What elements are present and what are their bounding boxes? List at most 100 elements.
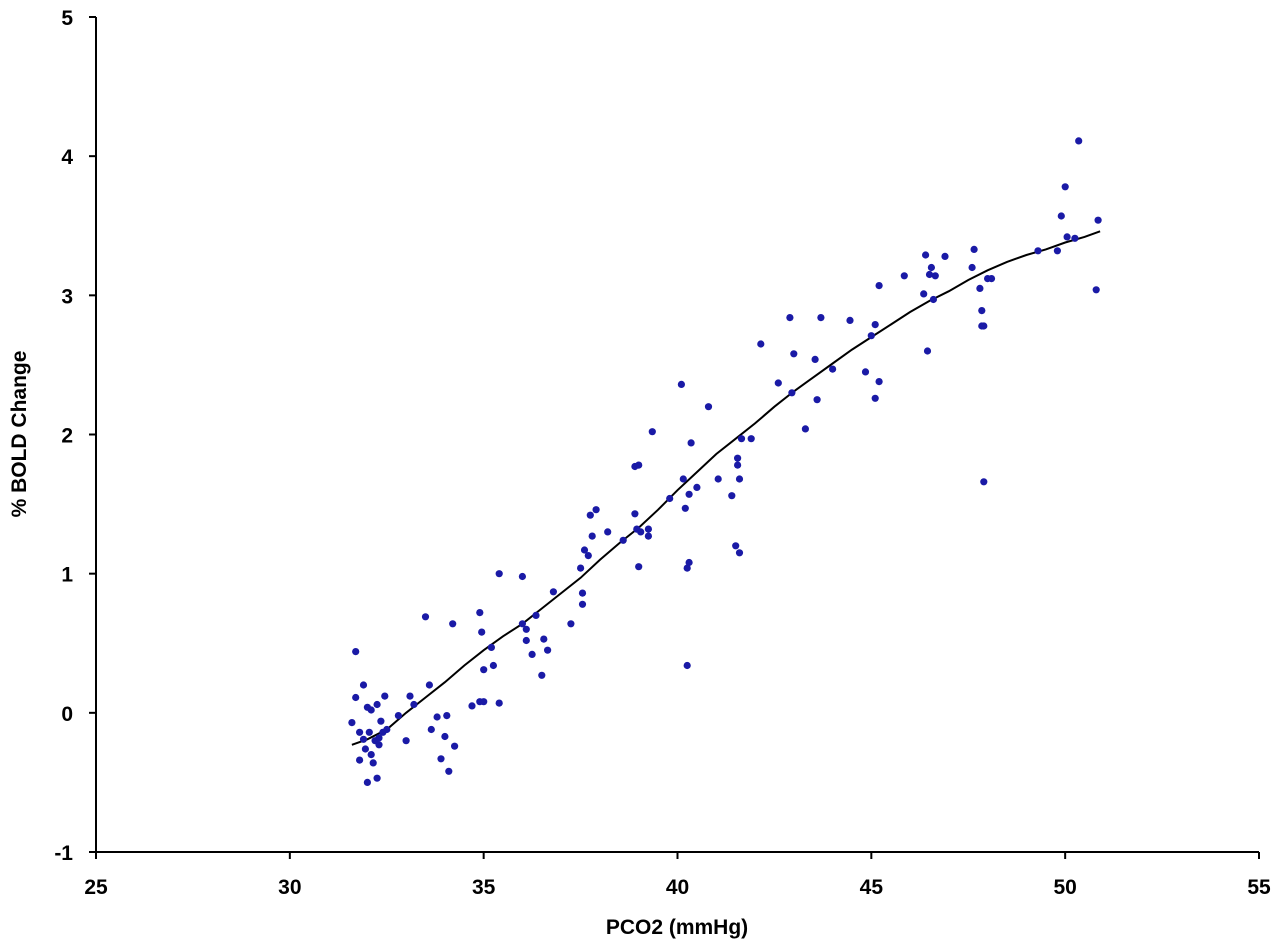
y-axis-title: % BOLD Change — [8, 351, 31, 518]
data-point — [425, 681, 433, 689]
data-point — [648, 428, 656, 436]
data-point — [813, 396, 821, 404]
data-point — [410, 700, 418, 709]
y-tick-label: 2 — [61, 425, 73, 448]
data-point — [635, 461, 643, 469]
data-point — [577, 564, 585, 572]
data-point — [528, 650, 536, 659]
data-point — [522, 636, 530, 645]
data-point — [522, 625, 530, 633]
data-point — [373, 700, 381, 709]
data-point — [427, 725, 435, 734]
data-point — [604, 528, 612, 536]
data-point — [1063, 233, 1071, 241]
data-point — [578, 600, 587, 608]
data-point — [790, 350, 798, 358]
data-point — [359, 681, 368, 689]
data-point — [478, 628, 486, 636]
data-point — [356, 728, 364, 736]
data-point — [644, 532, 653, 540]
data-point — [1075, 137, 1083, 145]
fit-curve — [351, 230, 1101, 746]
data-point — [406, 692, 414, 700]
data-point — [811, 355, 819, 363]
data-point — [352, 648, 360, 656]
data-point — [871, 394, 879, 402]
data-point — [518, 572, 527, 581]
data-point — [987, 275, 996, 283]
data-point — [685, 490, 693, 498]
data-point — [679, 475, 687, 483]
y-tick-label: 4 — [61, 146, 73, 169]
data-point — [441, 732, 449, 741]
x-tick-label: 55 — [1247, 876, 1271, 899]
data-point — [1034, 247, 1042, 255]
data-point — [871, 321, 879, 329]
data-point — [373, 774, 381, 782]
data-point — [735, 475, 744, 483]
data-point — [666, 494, 674, 503]
data-point — [931, 272, 939, 280]
data-point — [774, 379, 782, 387]
data-point — [433, 713, 441, 721]
data-point — [584, 552, 592, 560]
data-point — [1094, 216, 1102, 224]
data-point — [367, 706, 375, 714]
data-point — [687, 439, 695, 447]
data-point — [685, 558, 693, 567]
data-point — [352, 693, 360, 702]
data-point — [788, 389, 796, 397]
data-point — [978, 307, 986, 315]
data-point — [367, 751, 375, 759]
data-point — [737, 435, 746, 443]
data-point — [801, 425, 810, 433]
data-point — [637, 528, 645, 536]
data-point — [747, 435, 755, 443]
data-point — [363, 778, 371, 787]
data-point — [875, 282, 883, 290]
data-point — [356, 756, 364, 764]
data-point — [980, 478, 988, 486]
data-point — [920, 290, 928, 298]
data-point — [728, 492, 736, 500]
data-point — [544, 646, 552, 654]
data-point — [970, 245, 978, 253]
data-point — [923, 347, 932, 355]
data-point — [683, 661, 691, 670]
data-point — [445, 767, 453, 775]
data-point — [578, 589, 587, 597]
data-point — [735, 549, 744, 557]
data-point — [704, 403, 713, 411]
data-point — [900, 272, 908, 280]
data-point — [381, 692, 389, 700]
data-point — [421, 613, 430, 621]
x-tick-label: 45 — [860, 876, 884, 899]
data-points — [348, 137, 1102, 787]
y-tick-label: 3 — [61, 285, 73, 308]
data-point — [580, 546, 589, 554]
data-point — [538, 671, 546, 679]
data-point — [683, 564, 691, 572]
data-point — [976, 284, 984, 292]
data-point — [681, 504, 689, 512]
data-point — [361, 745, 369, 753]
data-point — [480, 666, 488, 674]
data-point — [1057, 212, 1065, 220]
data-point — [677, 380, 686, 388]
data-point — [377, 717, 385, 725]
data-point — [922, 251, 930, 259]
x-tick-label: 50 — [1053, 876, 1076, 899]
data-point — [619, 536, 627, 544]
y-tick-label: -1 — [54, 842, 73, 865]
data-point — [468, 702, 476, 710]
x-axis-title: PCO2 (mmHg) — [606, 916, 748, 939]
x-tick-label: 40 — [666, 876, 689, 899]
data-point — [437, 755, 445, 763]
data-point — [532, 611, 540, 620]
data-point — [495, 699, 503, 707]
data-point — [861, 368, 870, 376]
data-point — [693, 483, 701, 491]
data-point — [348, 719, 356, 727]
data-point — [518, 620, 527, 628]
